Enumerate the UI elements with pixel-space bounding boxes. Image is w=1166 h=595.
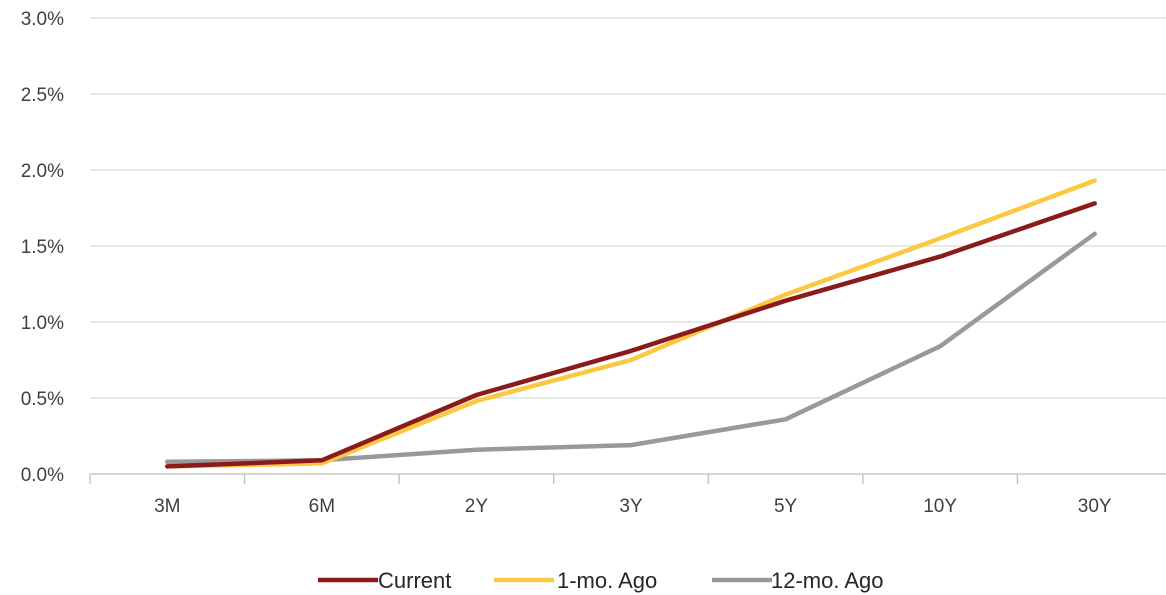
series-line-12-mo-ago — [165, 231, 1097, 465]
x-tick-label: 6M — [309, 496, 335, 517]
y-tick-label: 0.5% — [21, 389, 64, 410]
x-axis: 3M 6M 2Y 3Y 5Y 10Y 30Y — [89, 473, 1166, 517]
x-tick-label: 30Y — [1078, 496, 1112, 517]
y-tick-label: 1.0% — [21, 313, 64, 334]
legend-label: 1-mo. Ago — [557, 568, 657, 593]
x-tick-label: 10Y — [923, 496, 957, 517]
series-line-current — [165, 201, 1097, 469]
x-tick-label: 3M — [154, 496, 180, 517]
x-tick-label: 5Y — [774, 496, 798, 517]
y-tick-label: 3.0% — [21, 9, 64, 30]
series-lines — [165, 178, 1097, 469]
y-axis: 0.0% 0.5% 1.0% 1.5% 2.0% 2.5% 3.0% — [21, 9, 64, 486]
y-tick-label: 2.0% — [21, 161, 64, 182]
legend-label: Current — [378, 568, 451, 593]
y-tick-label: 0.0% — [21, 465, 64, 486]
legend: Current 1-mo. Ago 12-mo. Ago — [318, 568, 884, 593]
y-tick-label: 1.5% — [21, 237, 64, 258]
x-tick-label: 2Y — [465, 496, 489, 517]
legend-label: 12-mo. Ago — [771, 568, 884, 593]
x-tick-label: 3Y — [619, 496, 643, 517]
series-line-1-mo-ago — [165, 178, 1097, 469]
gridlines — [90, 17, 1166, 399]
y-tick-label: 2.5% — [21, 85, 64, 106]
